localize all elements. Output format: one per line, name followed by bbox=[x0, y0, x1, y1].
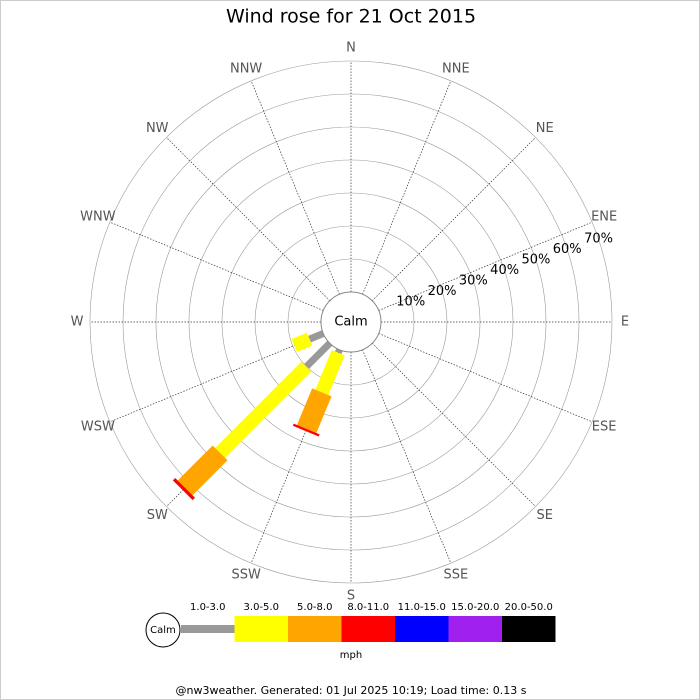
legend-swatch bbox=[181, 625, 235, 633]
direction-label: ENE bbox=[591, 210, 617, 225]
spoke bbox=[166, 137, 331, 302]
bar-segment bbox=[335, 348, 343, 355]
direction-label: WNW bbox=[80, 210, 116, 225]
legend-calm bbox=[145, 612, 181, 648]
bar-segment bbox=[315, 350, 345, 396]
r-tick-label: 20% bbox=[428, 284, 457, 299]
spoke bbox=[378, 221, 593, 311]
spoke bbox=[250, 349, 340, 564]
legend-swatch bbox=[502, 616, 556, 642]
direction-label: W bbox=[71, 315, 84, 330]
legend-label: 15.0-20.0 bbox=[451, 602, 499, 613]
footer: @nw3weather. Generated: 01 Jul 2025 10:1… bbox=[176, 684, 527, 697]
grid-ring bbox=[89, 60, 613, 584]
spoke bbox=[378, 333, 593, 423]
spoke bbox=[371, 342, 536, 507]
direction-label: NW bbox=[146, 121, 169, 136]
r-tick-label: 30% bbox=[459, 274, 488, 289]
legend-label: 1.0-3.0 bbox=[190, 602, 225, 613]
legend-swatch bbox=[448, 616, 502, 642]
legend-calm-label: Calm bbox=[150, 625, 176, 636]
direction-label: N bbox=[346, 41, 356, 56]
spoke bbox=[362, 80, 452, 295]
direction-label: SSW bbox=[231, 568, 261, 583]
direction-label: SE bbox=[537, 508, 553, 523]
bar-segment bbox=[303, 340, 333, 370]
r-tick-label: 60% bbox=[553, 242, 582, 257]
direction-label: S bbox=[347, 589, 355, 604]
calm-label: Calm bbox=[334, 315, 367, 330]
bar-segment bbox=[308, 330, 325, 343]
bar-segment bbox=[172, 477, 196, 501]
legend-swatch bbox=[234, 616, 288, 642]
legend-label: 8.0-11.0 bbox=[347, 602, 389, 613]
legend-label: 20.0-50.0 bbox=[505, 602, 553, 613]
r-tick-label: 50% bbox=[521, 253, 550, 268]
spoke bbox=[109, 221, 324, 311]
r-tick-label: 70% bbox=[584, 232, 613, 247]
bar-segment bbox=[291, 332, 313, 352]
bar-segment bbox=[296, 388, 332, 434]
legend-label: 5.0-8.0 bbox=[297, 602, 332, 613]
legend-swatch bbox=[288, 616, 342, 642]
direction-label: NNW bbox=[230, 61, 262, 76]
direction-label: E bbox=[621, 315, 629, 330]
spoke bbox=[362, 349, 452, 564]
direction-label: WSW bbox=[81, 419, 115, 434]
spoke bbox=[371, 137, 536, 302]
legend-swatch bbox=[395, 616, 449, 642]
direction-label: SSE bbox=[443, 568, 468, 583]
bar-segment bbox=[215, 361, 312, 458]
legend-label: 11.0-15.0 bbox=[398, 602, 446, 613]
direction-label: ESE bbox=[592, 419, 617, 434]
legend-swatch bbox=[341, 616, 395, 642]
direction-label: NNE bbox=[442, 61, 470, 76]
bar-segment bbox=[177, 445, 228, 496]
legend-label: 3.0-5.0 bbox=[244, 602, 279, 613]
r-tick-label: 10% bbox=[396, 295, 425, 310]
spoke bbox=[109, 333, 324, 423]
r-tick-label: 40% bbox=[490, 263, 519, 278]
bar-segment bbox=[292, 423, 320, 437]
spoke bbox=[250, 80, 340, 295]
unit-label: mph bbox=[340, 650, 362, 661]
chart-title: Wind rose for 21 Oct 2015 bbox=[226, 6, 476, 28]
calm-circle bbox=[320, 291, 382, 353]
direction-label: NE bbox=[536, 121, 554, 136]
direction-label: SW bbox=[147, 508, 168, 523]
